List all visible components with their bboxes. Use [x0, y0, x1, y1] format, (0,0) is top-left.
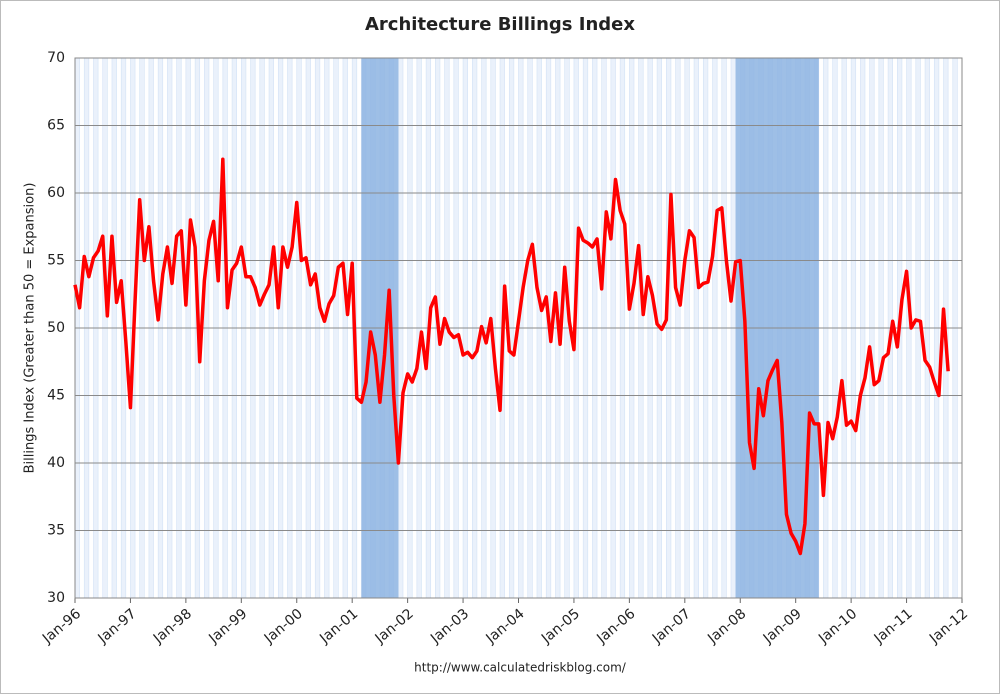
y-tick-label: 70: [47, 50, 65, 66]
plot-frame: [74, 57, 963, 599]
y-tick-label: 60: [47, 185, 65, 201]
y-tick-label: 40: [47, 455, 65, 471]
y-tick-label: 30: [47, 590, 65, 606]
data-line: [73, 157, 950, 556]
y-tick-label: 55: [47, 253, 65, 269]
y-tick-label: 45: [47, 388, 65, 404]
y-tick-label: 35: [47, 523, 65, 539]
y-tick-label: 50: [47, 320, 65, 336]
chart-title: Architecture Billings Index: [365, 14, 635, 35]
source-note: http://www.calculatedriskblog.com/: [414, 661, 627, 675]
y-axis-label: Billings Index (Greater than 50 = Expans…: [23, 183, 38, 474]
y-tick-label: 65: [47, 118, 65, 134]
